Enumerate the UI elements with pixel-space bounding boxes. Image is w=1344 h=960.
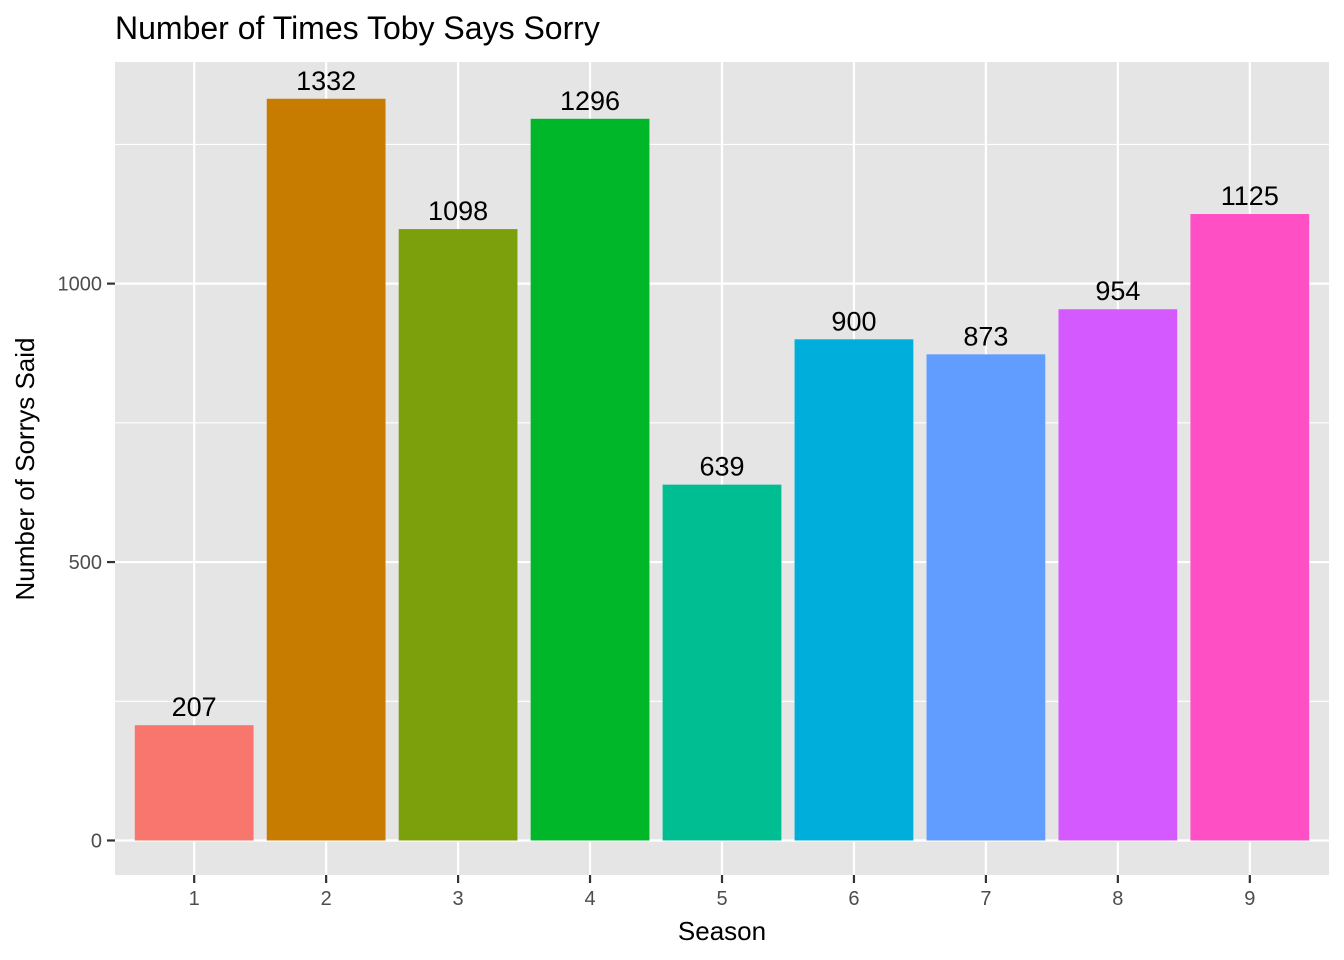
- x-tick-label: 3: [453, 888, 464, 910]
- y-axis: 0 500 1000: [58, 274, 115, 852]
- bars: [134, 98, 1310, 841]
- y-tick-label: 1000: [58, 274, 103, 296]
- bar-season-8: [1058, 309, 1178, 841]
- x-tick-label: 6: [848, 888, 859, 910]
- bar-season-2: [266, 98, 386, 841]
- bar-season-6: [794, 339, 914, 841]
- bar-season-7: [926, 354, 1046, 841]
- bar-value-label: 1296: [560, 86, 620, 116]
- bar-value-label: 1125: [1221, 181, 1279, 211]
- x-tick-label: 2: [321, 888, 332, 910]
- x-tick-label: 4: [584, 888, 595, 910]
- y-axis-title: Number of Sorrys Said: [10, 338, 40, 601]
- bar-value-label: 639: [699, 452, 744, 482]
- x-axis-title: Season: [678, 916, 766, 946]
- x-tick-label: 7: [980, 888, 991, 910]
- bar-season-9: [1190, 214, 1310, 841]
- x-tick-label: 5: [716, 888, 727, 910]
- bar-value-label: 873: [963, 321, 1008, 351]
- chart-title: Number of Times Toby Says Sorry: [115, 10, 600, 46]
- x-tick-label: 1: [189, 888, 200, 910]
- x-axis: 1 2 3 4 5 6 7 8 9: [189, 875, 1255, 910]
- y-tick-label: 500: [69, 552, 102, 574]
- bar-season-3: [398, 229, 518, 841]
- bar-season-1: [134, 725, 254, 841]
- bar-value-labels: 207 1332 1098 1296 639 900 873 954 1125: [172, 66, 1279, 722]
- x-tick-label: 9: [1244, 888, 1255, 910]
- x-tick-label: 8: [1112, 888, 1123, 910]
- bar-value-label: 207: [172, 692, 217, 722]
- bar-value-label: 954: [1095, 276, 1140, 306]
- bar-season-5: [662, 484, 782, 841]
- y-tick-label: 0: [91, 830, 102, 852]
- bar-value-label: 1332: [296, 66, 356, 96]
- bar-value-label: 1098: [428, 196, 488, 226]
- bar-season-4: [530, 118, 650, 841]
- bar-value-label: 900: [831, 306, 876, 336]
